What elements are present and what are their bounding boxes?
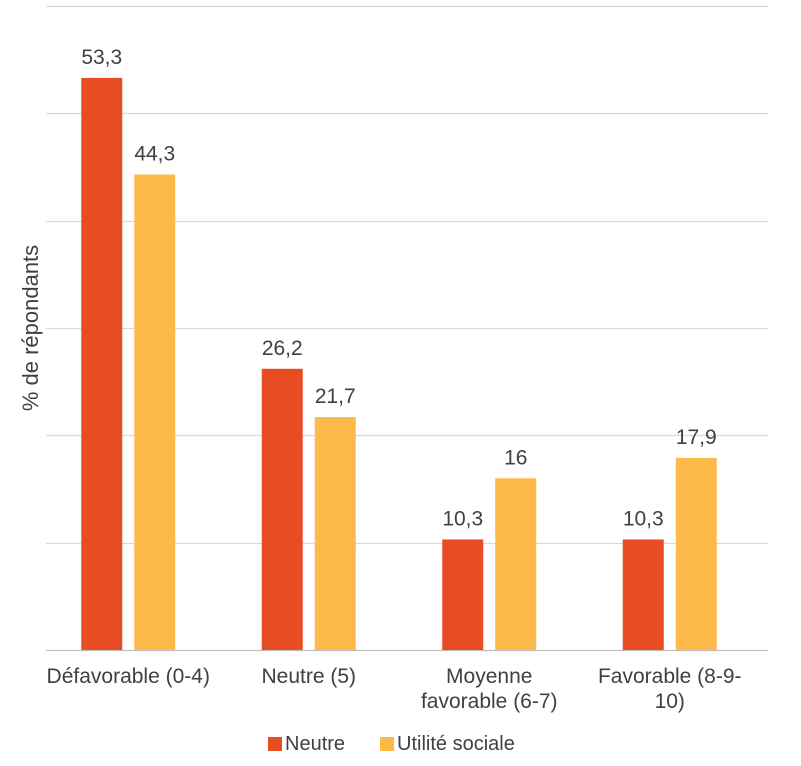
x-tick-label: Défavorable (0-4) [47, 665, 210, 688]
bar-utilite-sociale-2 [495, 478, 537, 650]
bar-utilite-sociale-1 [314, 417, 356, 650]
bar-neutre-0 [81, 77, 123, 650]
data-label: 16 [504, 446, 527, 469]
bar-neutre-2 [442, 539, 484, 650]
x-tick-label: Favorable (8-9-10) [598, 665, 742, 713]
x-tick-label: Moyenne favorable (6-7) [421, 665, 558, 713]
data-label: 17,9 [676, 426, 717, 449]
data-label: 10,3 [442, 507, 483, 530]
y-axis-label: % de répondants [18, 245, 43, 411]
bar-utilite-sociale-0 [134, 174, 176, 650]
legend-swatch [268, 737, 282, 751]
legend-swatch [380, 737, 394, 751]
bars [81, 77, 717, 650]
legend-label: Neutre [285, 733, 345, 755]
bar-utilite-sociale-3 [675, 457, 717, 650]
bar-neutre-3 [622, 539, 664, 650]
bar-neutre-1 [261, 368, 303, 650]
y-axis: % de répondants [18, 245, 43, 411]
legend: Neutre Utilité sociale [268, 733, 515, 755]
x-tick-label: Neutre (5) [261, 665, 356, 688]
data-label: 26,2 [262, 337, 303, 360]
legend-label: Utilité sociale [397, 733, 515, 755]
data-label: 44,3 [134, 143, 175, 166]
data-label: 53,3 [81, 46, 122, 69]
data-label: 21,7 [315, 385, 356, 408]
data-labels: 53,3 44,3 26,2 21,7 10,3 16 10,3 17,9 [81, 46, 716, 531]
x-axis: Défavorable (0-4) Neutre (5) Moyenne favora… [47, 665, 742, 713]
data-label: 10,3 [623, 507, 664, 530]
